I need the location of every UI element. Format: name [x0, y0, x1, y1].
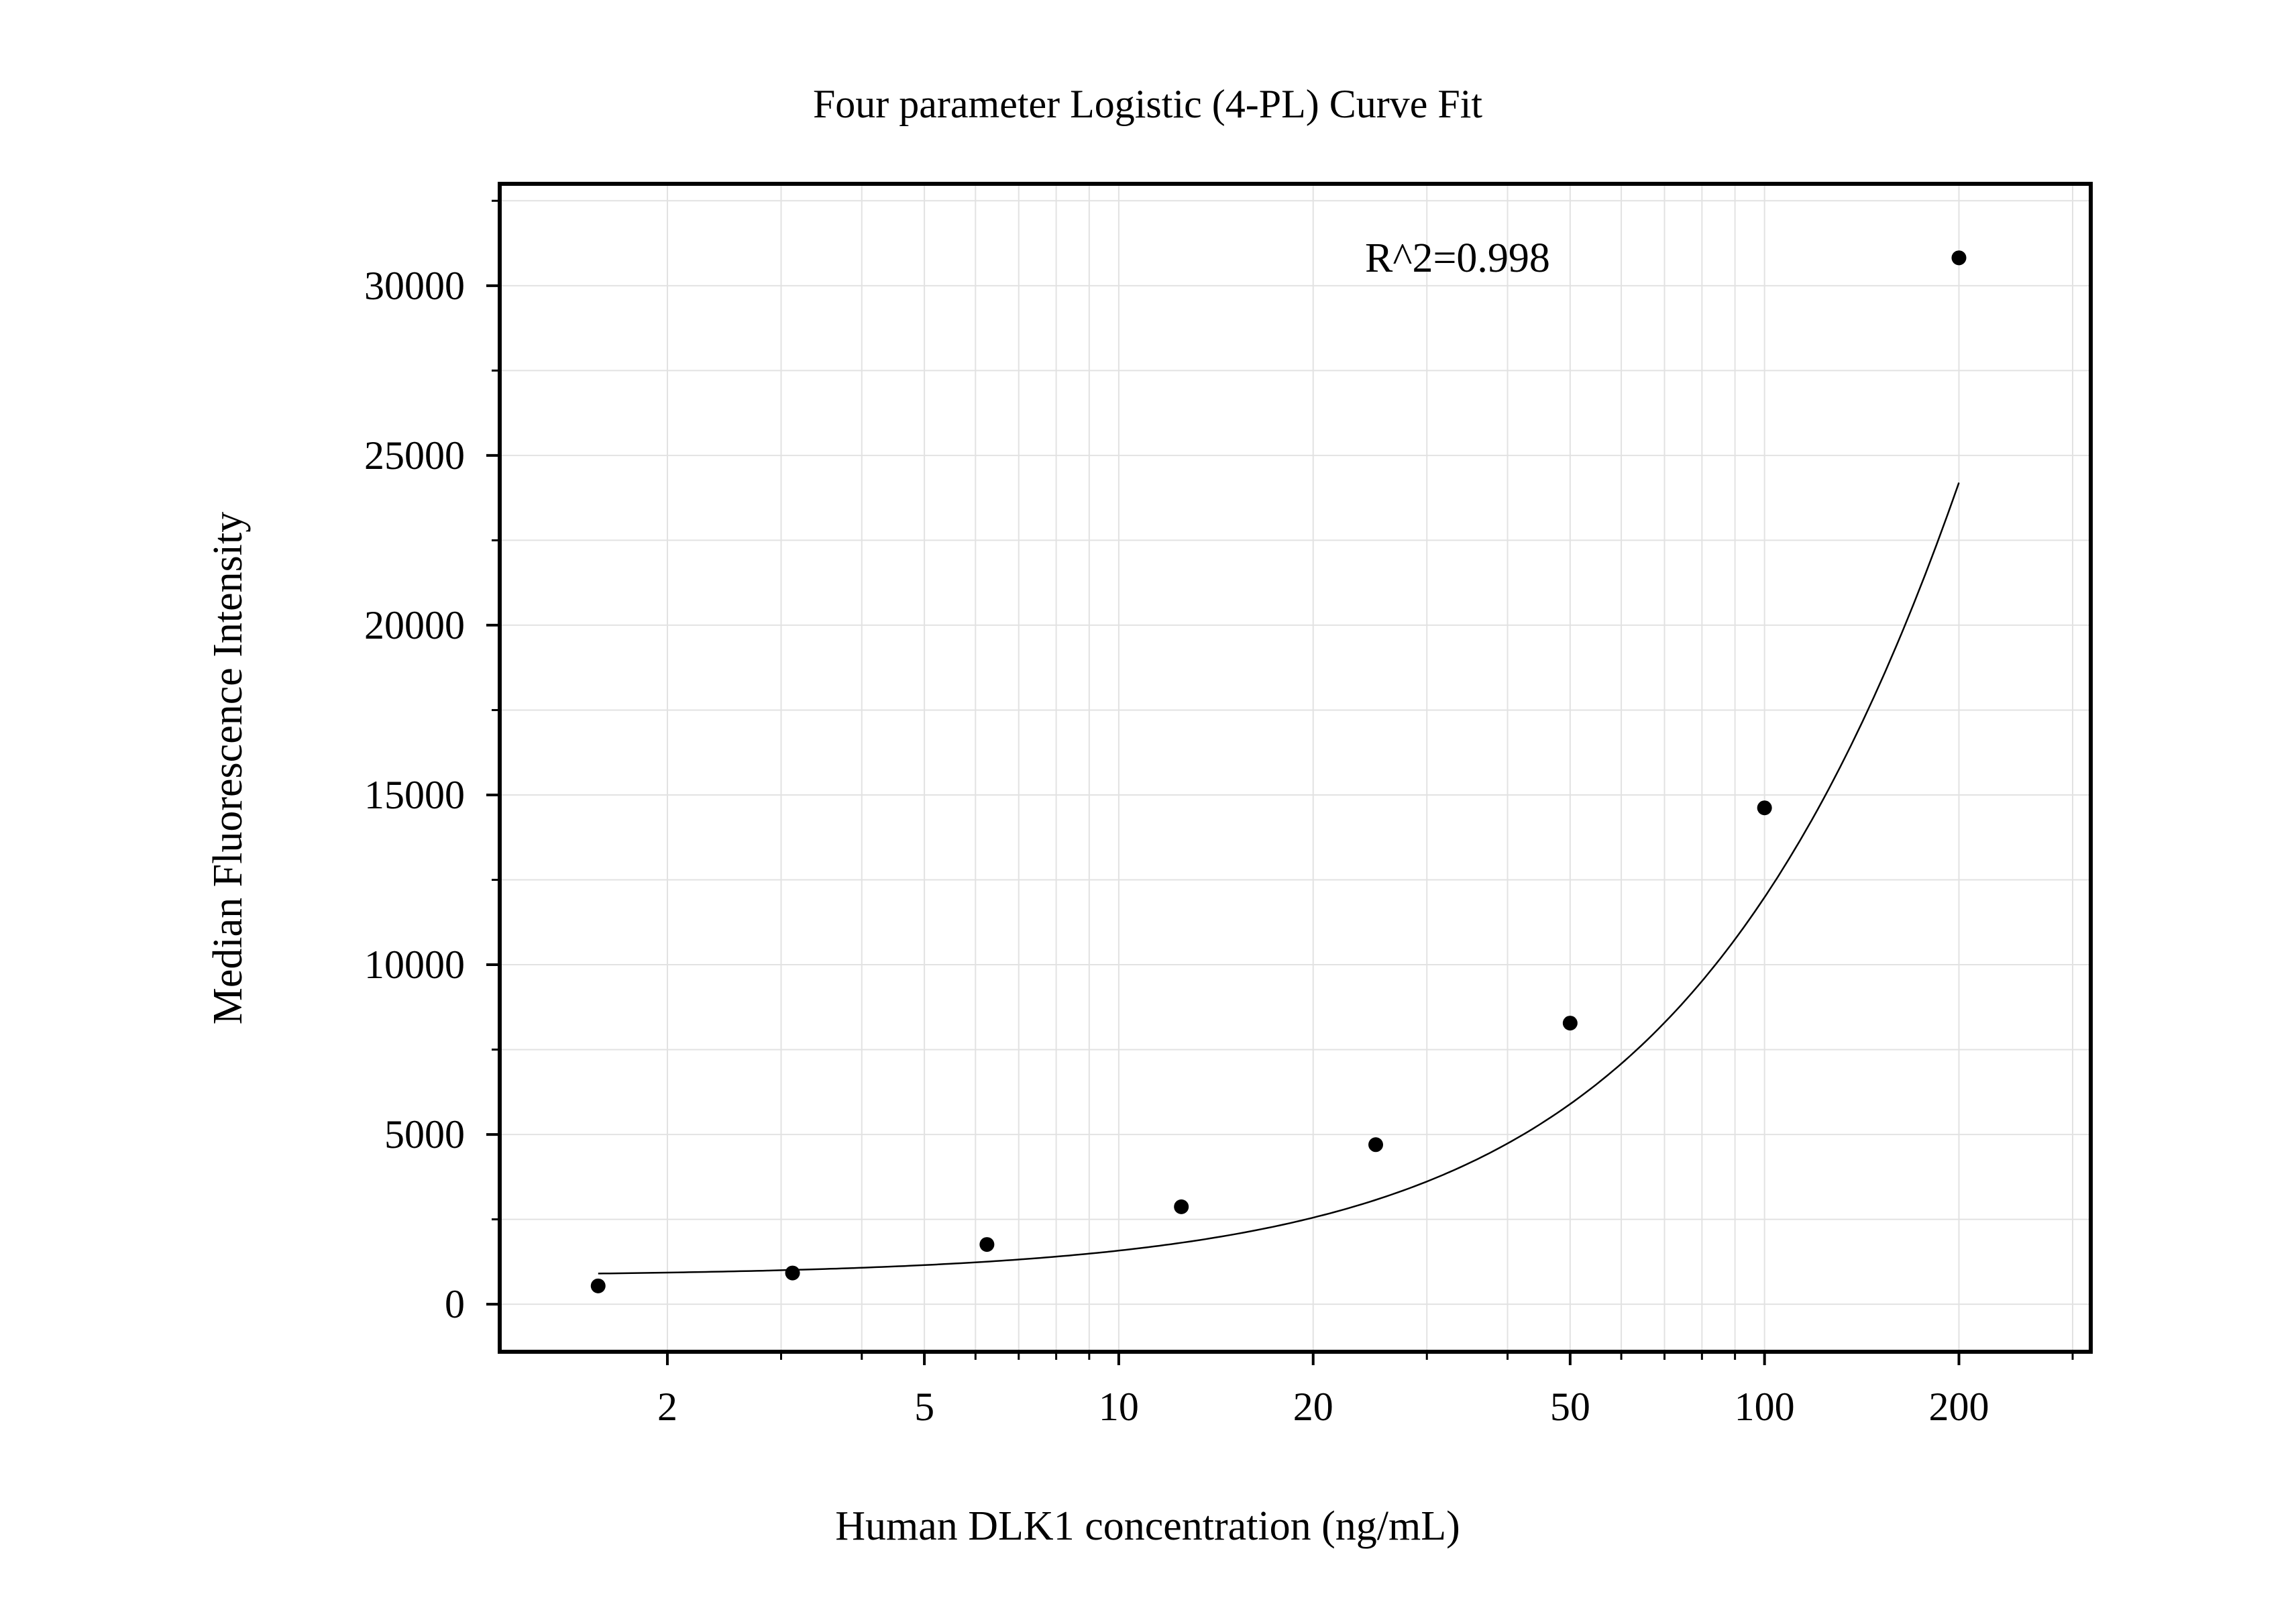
data-point [1951, 250, 1967, 266]
x-axis-title: Human DLK1 concentration (ng/mL) [835, 1503, 1460, 1549]
y-tick-labels: 0 5000 10000 15000 20000 25000 30000 [364, 264, 465, 1326]
x-tick-labels: 2 5 10 20 50 100 200 [657, 1385, 1989, 1429]
y-axis-title: Median Fluorescence Intensity [205, 512, 251, 1024]
x-tick-label: 200 [1928, 1385, 1989, 1429]
data-point [1757, 800, 1772, 816]
y-tick-label: 10000 [364, 943, 465, 987]
data-point [1562, 1016, 1578, 1031]
axis-ticks [486, 199, 2074, 1365]
fit-curve [598, 482, 1960, 1275]
y-tick-label: 30000 [364, 264, 465, 308]
data-point [590, 1278, 606, 1293]
y-tick-label: 0 [445, 1282, 465, 1326]
data-point [785, 1265, 800, 1281]
y-tick-label: 5000 [384, 1112, 465, 1157]
chart-title: Four parameter Logistic (4-PL) Curve Fit [813, 82, 1482, 126]
y-tick-label: 15000 [364, 773, 465, 817]
r-squared-annotation: R^2=0.998 [1365, 235, 1550, 281]
x-tick-label: 2 [657, 1385, 677, 1429]
data-points [590, 250, 1967, 1293]
y-tick-label: 25000 [364, 433, 465, 478]
y-tick-label: 20000 [364, 603, 465, 647]
plot-frame [498, 182, 2093, 1354]
grid-lines [500, 184, 2091, 1352]
data-point [1368, 1137, 1384, 1153]
x-tick-label: 20 [1293, 1385, 1333, 1429]
x-tick-label: 10 [1099, 1385, 1139, 1429]
data-point [1174, 1199, 1189, 1214]
data-point [979, 1237, 995, 1252]
x-tick-label: 50 [1550, 1385, 1590, 1429]
x-tick-label: 100 [1735, 1385, 1795, 1429]
x-tick-label: 5 [914, 1385, 934, 1429]
